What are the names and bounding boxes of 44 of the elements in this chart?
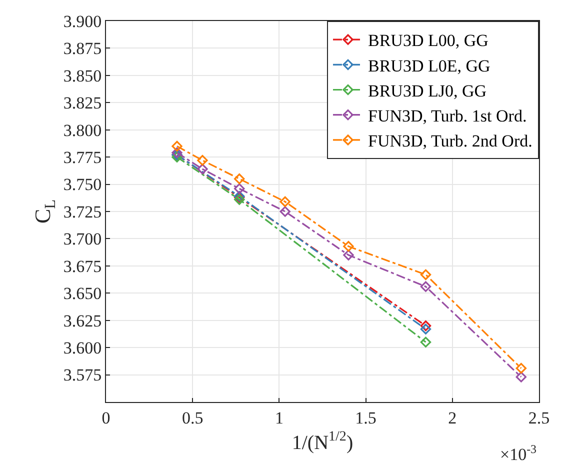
y-tick-label: 3.825 <box>63 94 102 113</box>
point <box>280 206 290 217</box>
point <box>343 250 354 260</box>
point <box>197 154 208 166</box>
x-tick-label: 2 <box>448 408 457 428</box>
y-tick-label: 3.750 <box>63 175 102 194</box>
legend-label: BRU3D L0E, GG <box>368 56 490 76</box>
y-tick-label: 3.800 <box>63 120 102 140</box>
y-tick-label: 3.600 <box>63 338 102 358</box>
legend-label: BRU3D LJ0, GG <box>368 81 487 100</box>
point <box>172 147 182 158</box>
point <box>420 324 432 334</box>
point <box>234 183 245 194</box>
point <box>280 196 290 208</box>
x-axis-title: 1/(N$^{1/2}$) <box>292 430 354 454</box>
point <box>420 336 432 348</box>
point <box>420 269 432 280</box>
y-tick-label: 3.700 <box>63 230 102 249</box>
point <box>197 164 208 174</box>
text: ×10$^{-3}$ <box>500 442 537 464</box>
point <box>516 362 527 374</box>
point <box>516 372 527 382</box>
y-tick-label: 3.850 <box>63 66 102 86</box>
point <box>420 281 432 292</box>
y-tick-label: 3.625 <box>63 311 102 330</box>
x-tick-label: 0 <box>102 408 110 428</box>
y-tick-label: 3.575 <box>63 366 102 385</box>
y-tick-label: 3.650 <box>63 284 102 304</box>
legend-label: FUN3D, Turb. 2nd Ord. <box>368 132 532 151</box>
legend-label: FUN3D, Turb. 1st Ord. <box>368 106 527 126</box>
y-tick-label: 3.775 <box>63 148 102 168</box>
x-tick-label: 0.5 <box>182 408 204 428</box>
x-tick-label: 1.5 <box>355 408 376 428</box>
y-tick-label: 3.675 <box>63 256 102 276</box>
x-tick-label: 2.5 <box>528 408 550 428</box>
y-tick-label: 3.725 <box>63 202 102 222</box>
y-tick-label: 3.900 <box>63 12 102 31</box>
point <box>234 173 245 184</box>
point <box>343 240 354 252</box>
point <box>172 140 182 152</box>
y-tick-label: 3.875 <box>63 39 102 58</box>
point <box>420 320 432 332</box>
legend-label: BRU3D L00, GG <box>368 31 488 50</box>
x-tick-label: 1 <box>274 408 284 428</box>
